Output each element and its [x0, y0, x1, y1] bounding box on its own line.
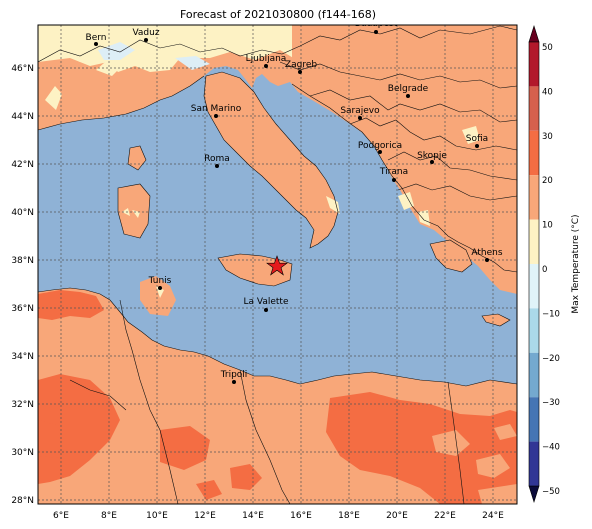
- city-label: La Valette: [244, 297, 289, 307]
- city-dot-la-valette: [264, 308, 268, 312]
- lat-tick-label: 32°N: [11, 400, 34, 410]
- colorbar: 50 40 30 20 10 0 −10 −20 −30 −40 −50 Max…: [528, 24, 581, 504]
- colorbar-segment: [529, 42, 539, 87]
- city-dot-tunis: [158, 286, 162, 290]
- lat-tick-label: 40°N: [11, 208, 34, 218]
- city-label: Roma: [204, 154, 230, 164]
- lat-tick-label: 44°N: [11, 112, 34, 122]
- city-dot-roma: [215, 164, 219, 168]
- colorbar-tick-label: −20: [542, 354, 560, 364]
- lon-axis: 6°E 8°E 10°E 12°E 14°E 16°E 18°E 20°E 22…: [53, 511, 504, 521]
- colorbar-min-arrow: [528, 485, 540, 504]
- city-label: Athens: [471, 248, 502, 258]
- lat-tick-label: 38°N: [11, 256, 34, 266]
- crete: [482, 314, 510, 326]
- lon-tick-label: 24°E: [482, 511, 504, 521]
- colorbar-ticks: 50 40 30 20 10 0 −10 −20 −30 −40 −50: [542, 43, 560, 497]
- colorbar-segment: [529, 352, 539, 398]
- city-label: Zagreb: [285, 60, 317, 70]
- colorbar-max-arrow: [528, 24, 540, 43]
- figure-title: Forecast of 2021030800 (f144-168): [180, 8, 376, 21]
- colorbar-tick-label: −50: [542, 487, 560, 497]
- city-dot-tripoli: [232, 380, 236, 384]
- lon-tick-label: 8°E: [101, 511, 117, 521]
- lon-tick-label: 16°E: [290, 511, 312, 521]
- colorbar-tick-label: −30: [542, 398, 560, 408]
- lat-tick-label: 30°N: [11, 448, 34, 458]
- city-dot-athens: [485, 258, 489, 262]
- city-label: Vaduz: [132, 28, 159, 38]
- city-label: Tripoli: [220, 370, 248, 380]
- city-label: Sofia: [466, 134, 488, 144]
- colorbar-segment: [529, 86, 539, 131]
- city-label: Budapest: [355, 19, 398, 29]
- colorbar-segment: [529, 441, 539, 486]
- city-dot-sarajevo: [358, 116, 362, 120]
- lon-tick-label: 6°E: [53, 511, 69, 521]
- borders: [38, 25, 517, 504]
- colorbar-tick-label: 40: [542, 87, 553, 97]
- city-markers: [94, 30, 489, 384]
- city-label: Ljubljana: [246, 54, 287, 64]
- lat-tick-label: 34°N: [11, 352, 34, 362]
- city-label: Skopje: [417, 151, 447, 161]
- city-dot-zagreb: [298, 70, 302, 74]
- colorbar-tick-label: 0: [542, 265, 547, 275]
- city-label: Podgorica: [358, 141, 402, 151]
- colorbar-segment: [529, 175, 539, 220]
- colorbar-frame: [528, 41, 540, 487]
- city-labels: Bern Vaduz Budapest Ljubljana Zagreb Bel…: [86, 19, 503, 380]
- lon-tick-label: 18°E: [338, 511, 360, 521]
- colorbar-segment: [529, 397, 539, 442]
- lon-tick-label: 14°E: [242, 511, 264, 521]
- colorbar-segment: [529, 308, 539, 353]
- colorbar-segment: [529, 219, 539, 264]
- colorbar-tick-label: −10: [542, 309, 560, 319]
- city-dot-sofia: [475, 144, 479, 148]
- colorbar-tick-label: −40: [542, 443, 560, 453]
- lon-tick-label: 22°E: [434, 511, 456, 521]
- lon-tick-label: 20°E: [386, 511, 408, 521]
- city-label: San Marino: [191, 104, 242, 114]
- city-label: Tunis: [148, 276, 172, 286]
- city-dot-tirana: [392, 178, 396, 182]
- hot-zone: [38, 290, 104, 320]
- corsica: [128, 146, 146, 170]
- location-star-icon: [266, 255, 288, 276]
- city-dot-podgorica: [378, 150, 382, 154]
- lat-tick-label: 36°N: [11, 304, 34, 314]
- city-label: Tirana: [379, 167, 408, 177]
- lon-tick-label: 12°E: [194, 511, 216, 521]
- colorbar-segment: [529, 264, 539, 309]
- map-frame: [37, 24, 518, 505]
- lat-axis: 46°N 44°N 42°N 40°N 38°N 36°N 34°N 32°N …: [11, 64, 34, 506]
- city-label: Bern: [86, 33, 107, 43]
- lat-tick-label: 28°N: [11, 496, 34, 506]
- city-dot-budapest: [374, 30, 378, 34]
- colorbar-tick-label: 10: [542, 221, 553, 231]
- city-dot-ljubljana: [264, 64, 268, 68]
- lat-tick-label: 46°N: [11, 64, 34, 74]
- city-dot-san-marino: [214, 114, 218, 118]
- city-label: Sarajevo: [340, 106, 380, 116]
- lat-tick-label: 42°N: [11, 160, 34, 170]
- italy: [204, 72, 338, 248]
- lon-tick-label: 10°E: [146, 511, 168, 521]
- city-dot-vaduz: [144, 38, 148, 42]
- colorbar-tick-label: 50: [542, 43, 553, 53]
- colorbar-segment: [529, 130, 539, 176]
- colorbar-tick-label: 20: [542, 176, 553, 186]
- city-dot-belgrade: [406, 94, 410, 98]
- map-panel: Bern Vaduz Budapest Ljubljana Zagreb Bel…: [38, 19, 517, 504]
- balkans: [292, 25, 517, 272]
- city-dot-skopje: [430, 160, 434, 164]
- colorbar-tick-label: 30: [542, 132, 553, 142]
- colorbar-label: Max Temperature (°C): [571, 214, 581, 313]
- city-label: Belgrade: [388, 84, 429, 94]
- city-dot-bern: [94, 42, 98, 46]
- sicily: [218, 254, 292, 286]
- peloponnese: [430, 240, 472, 272]
